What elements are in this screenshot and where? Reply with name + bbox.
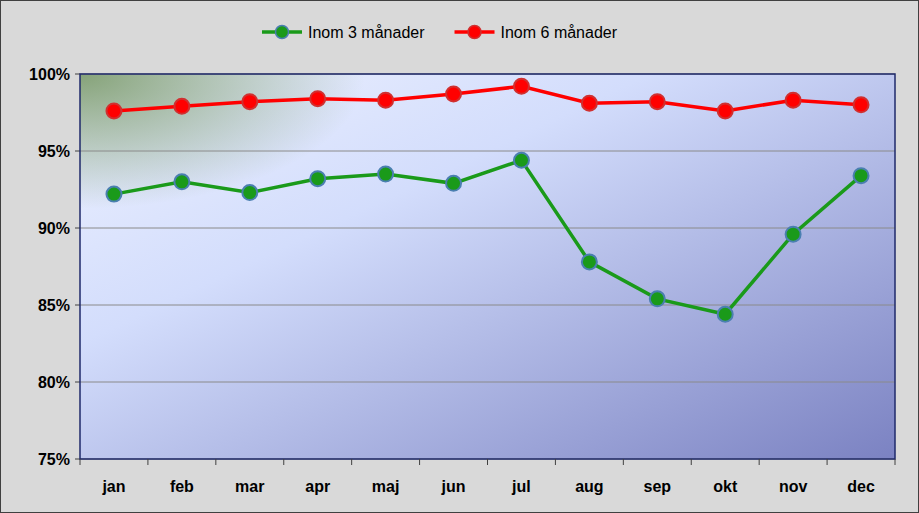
- series-marker: [446, 87, 461, 102]
- series-marker: [718, 103, 733, 118]
- series-marker: [446, 176, 461, 191]
- series-marker: [174, 174, 189, 189]
- legend: Inom 3 månader Inom 6 månader: [262, 24, 618, 41]
- series-marker: [174, 99, 189, 114]
- x-tick: [623, 459, 624, 465]
- x-tick: [555, 459, 556, 465]
- series-marker: [854, 168, 869, 183]
- chart: 75% 80% 85% 90% 95% 100% jan feb mar apr maj jun jul…: [0, 0, 919, 513]
- x-tick: [691, 459, 692, 465]
- x-tick-label: sep: [644, 478, 672, 495]
- x-tick-label: aug: [575, 478, 603, 495]
- series-marker: [582, 96, 597, 111]
- x-tick-label: mar: [235, 478, 264, 495]
- y-tick-label: 95%: [38, 143, 70, 160]
- plot-area: [80, 74, 895, 459]
- x-tick-label: feb: [170, 478, 194, 495]
- grid-line: [80, 228, 895, 229]
- series-marker: [650, 94, 665, 109]
- x-tick-label: apr: [305, 478, 330, 495]
- y-tick-label: 100%: [29, 66, 70, 83]
- x-tick: [419, 459, 420, 465]
- series-marker: [106, 103, 121, 118]
- legend-marker: [468, 26, 481, 39]
- x-tick-label: dec: [847, 478, 875, 495]
- x-tick: [147, 459, 148, 465]
- legend-label: Inom 6 månader: [501, 24, 618, 41]
- series-marker: [582, 254, 597, 269]
- series-marker: [310, 91, 325, 106]
- series-marker: [786, 93, 801, 108]
- series-marker: [514, 79, 529, 94]
- x-tick: [759, 459, 760, 465]
- x-tick: [895, 459, 896, 465]
- series-marker: [242, 185, 257, 200]
- series-marker: [650, 291, 665, 306]
- series-line: [114, 86, 861, 111]
- x-tick: [215, 459, 216, 465]
- x-tick: [827, 459, 828, 465]
- plot-frame: [80, 74, 895, 459]
- grid-line: [80, 305, 895, 306]
- x-tick-label: okt: [713, 478, 738, 495]
- series-marker: [718, 307, 733, 322]
- series-marker: [514, 153, 529, 168]
- series-line: [114, 160, 861, 314]
- series-marker: [242, 94, 257, 109]
- y-tick-label: 80%: [38, 374, 70, 391]
- x-tick-label: jun: [441, 478, 466, 495]
- x-tick-label: jan: [101, 478, 125, 495]
- grid-line: [80, 151, 895, 152]
- legend-marker: [276, 26, 289, 39]
- x-tick: [283, 459, 284, 465]
- y-tick-label: 90%: [38, 220, 70, 237]
- series-marker: [106, 187, 121, 202]
- grid-line: [80, 382, 895, 383]
- x-tick-label: maj: [372, 478, 400, 495]
- series-marker: [378, 167, 393, 182]
- y-tick-label: 75%: [38, 451, 70, 468]
- legend-label: Inom 3 månader: [308, 24, 425, 41]
- series-marker: [310, 171, 325, 186]
- series-marker: [786, 227, 801, 242]
- plot-tint: [80, 74, 895, 459]
- series-marker: [378, 93, 393, 108]
- background: [1, 1, 919, 513]
- x-tick: [80, 459, 81, 465]
- y-tick-label: 85%: [38, 297, 70, 314]
- x-tick: [351, 459, 352, 465]
- series-group: [106, 79, 868, 322]
- x-tick-label: nov: [779, 478, 808, 495]
- series-marker: [854, 97, 869, 112]
- x-tick: [487, 459, 488, 465]
- x-tick-label: jul: [511, 478, 531, 495]
